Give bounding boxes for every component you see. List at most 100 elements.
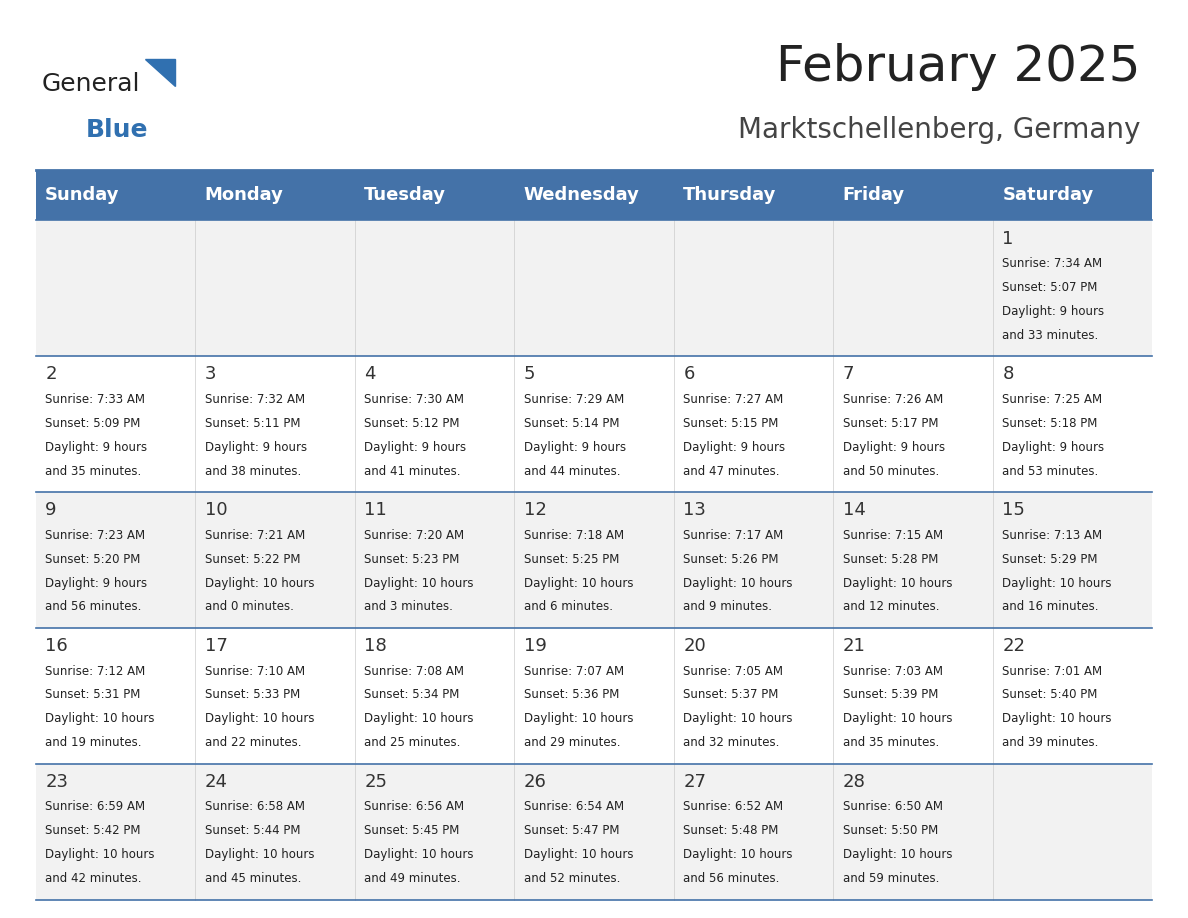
- Text: General: General: [42, 73, 140, 96]
- Text: Thursday: Thursday: [683, 186, 777, 204]
- Text: 5: 5: [524, 365, 536, 384]
- Text: Daylight: 10 hours: Daylight: 10 hours: [1003, 712, 1112, 725]
- Text: Sunrise: 7:05 AM: Sunrise: 7:05 AM: [683, 665, 783, 677]
- Text: and 39 minutes.: and 39 minutes.: [1003, 736, 1099, 749]
- Text: Daylight: 9 hours: Daylight: 9 hours: [204, 441, 307, 453]
- Text: 12: 12: [524, 501, 546, 520]
- Text: Sunset: 5:39 PM: Sunset: 5:39 PM: [842, 688, 939, 701]
- FancyBboxPatch shape: [36, 356, 1152, 492]
- Text: Sunset: 5:23 PM: Sunset: 5:23 PM: [365, 553, 460, 565]
- Text: Sunset: 5:33 PM: Sunset: 5:33 PM: [204, 688, 299, 701]
- Text: Daylight: 9 hours: Daylight: 9 hours: [1003, 441, 1105, 453]
- Text: and 41 minutes.: and 41 minutes.: [365, 465, 461, 477]
- Text: 25: 25: [365, 773, 387, 791]
- Text: Daylight: 10 hours: Daylight: 10 hours: [365, 848, 474, 861]
- Text: Sunrise: 7:21 AM: Sunrise: 7:21 AM: [204, 529, 305, 542]
- Text: Sunset: 5:26 PM: Sunset: 5:26 PM: [683, 553, 779, 565]
- Text: Sunset: 5:20 PM: Sunset: 5:20 PM: [45, 553, 140, 565]
- Text: 11: 11: [365, 501, 387, 520]
- Text: and 22 minutes.: and 22 minutes.: [204, 736, 302, 749]
- Text: 22: 22: [1003, 637, 1025, 655]
- Text: Sunrise: 7:32 AM: Sunrise: 7:32 AM: [204, 393, 305, 406]
- Text: 21: 21: [842, 637, 866, 655]
- Text: 18: 18: [365, 637, 387, 655]
- Text: Daylight: 9 hours: Daylight: 9 hours: [365, 441, 467, 453]
- Text: Sunset: 5:17 PM: Sunset: 5:17 PM: [842, 417, 939, 430]
- Text: 6: 6: [683, 365, 695, 384]
- Text: Sunset: 5:37 PM: Sunset: 5:37 PM: [683, 688, 778, 701]
- Text: Daylight: 9 hours: Daylight: 9 hours: [45, 441, 147, 453]
- Text: and 25 minutes.: and 25 minutes.: [365, 736, 461, 749]
- Text: and 50 minutes.: and 50 minutes.: [842, 465, 939, 477]
- Text: Sunrise: 7:17 AM: Sunrise: 7:17 AM: [683, 529, 784, 542]
- Text: and 56 minutes.: and 56 minutes.: [45, 600, 141, 613]
- Text: Daylight: 10 hours: Daylight: 10 hours: [45, 848, 154, 861]
- Text: Daylight: 10 hours: Daylight: 10 hours: [842, 712, 953, 725]
- Text: and 3 minutes.: and 3 minutes.: [365, 600, 453, 613]
- Text: 16: 16: [45, 637, 68, 655]
- Text: Sunset: 5:40 PM: Sunset: 5:40 PM: [1003, 688, 1098, 701]
- Text: Daylight: 10 hours: Daylight: 10 hours: [365, 712, 474, 725]
- Text: Sunrise: 6:56 AM: Sunrise: 6:56 AM: [365, 800, 465, 813]
- Text: Daylight: 10 hours: Daylight: 10 hours: [1003, 577, 1112, 589]
- Text: February 2025: February 2025: [776, 43, 1140, 92]
- Text: 19: 19: [524, 637, 546, 655]
- Polygon shape: [145, 59, 175, 86]
- Text: and 6 minutes.: and 6 minutes.: [524, 600, 613, 613]
- Text: and 9 minutes.: and 9 minutes.: [683, 600, 772, 613]
- Text: Sunrise: 7:10 AM: Sunrise: 7:10 AM: [204, 665, 305, 677]
- Text: Daylight: 10 hours: Daylight: 10 hours: [683, 712, 792, 725]
- Text: 27: 27: [683, 773, 707, 791]
- Text: and 47 minutes.: and 47 minutes.: [683, 465, 779, 477]
- Text: and 29 minutes.: and 29 minutes.: [524, 736, 620, 749]
- Text: 24: 24: [204, 773, 228, 791]
- Text: Sunrise: 7:12 AM: Sunrise: 7:12 AM: [45, 665, 145, 677]
- Text: Sunset: 5:12 PM: Sunset: 5:12 PM: [365, 417, 460, 430]
- Text: 28: 28: [842, 773, 866, 791]
- Text: Sunset: 5:25 PM: Sunset: 5:25 PM: [524, 553, 619, 565]
- Text: Daylight: 10 hours: Daylight: 10 hours: [524, 848, 633, 861]
- Text: Sunrise: 6:50 AM: Sunrise: 6:50 AM: [842, 800, 943, 813]
- Text: Sunset: 5:44 PM: Sunset: 5:44 PM: [204, 824, 301, 837]
- Text: and 44 minutes.: and 44 minutes.: [524, 465, 620, 477]
- Text: 13: 13: [683, 501, 706, 520]
- Text: Sunrise: 7:03 AM: Sunrise: 7:03 AM: [842, 665, 943, 677]
- Text: Sunrise: 7:33 AM: Sunrise: 7:33 AM: [45, 393, 145, 406]
- Text: Sunrise: 7:08 AM: Sunrise: 7:08 AM: [365, 665, 465, 677]
- Text: and 59 minutes.: and 59 minutes.: [842, 872, 940, 885]
- Text: and 35 minutes.: and 35 minutes.: [842, 736, 939, 749]
- Text: Sunrise: 6:54 AM: Sunrise: 6:54 AM: [524, 800, 624, 813]
- Text: Sunrise: 7:20 AM: Sunrise: 7:20 AM: [365, 529, 465, 542]
- Text: Marktschellenberg, Germany: Marktschellenberg, Germany: [738, 116, 1140, 144]
- Text: Sunrise: 6:58 AM: Sunrise: 6:58 AM: [204, 800, 304, 813]
- Text: Sunset: 5:50 PM: Sunset: 5:50 PM: [842, 824, 939, 837]
- Text: Monday: Monday: [204, 186, 284, 204]
- Text: Daylight: 9 hours: Daylight: 9 hours: [1003, 305, 1105, 318]
- Text: Sunset: 5:07 PM: Sunset: 5:07 PM: [1003, 281, 1098, 294]
- FancyBboxPatch shape: [36, 628, 1152, 764]
- Text: Sunset: 5:45 PM: Sunset: 5:45 PM: [365, 824, 460, 837]
- Text: Daylight: 9 hours: Daylight: 9 hours: [45, 577, 147, 589]
- Text: and 45 minutes.: and 45 minutes.: [204, 872, 301, 885]
- Text: 8: 8: [1003, 365, 1013, 384]
- Text: Sunrise: 7:25 AM: Sunrise: 7:25 AM: [1003, 393, 1102, 406]
- Text: Sunrise: 7:15 AM: Sunrise: 7:15 AM: [842, 529, 943, 542]
- Text: 15: 15: [1003, 501, 1025, 520]
- Text: and 52 minutes.: and 52 minutes.: [524, 872, 620, 885]
- Text: Sunset: 5:34 PM: Sunset: 5:34 PM: [365, 688, 460, 701]
- Text: Daylight: 10 hours: Daylight: 10 hours: [524, 577, 633, 589]
- Text: Sunset: 5:14 PM: Sunset: 5:14 PM: [524, 417, 619, 430]
- Text: and 49 minutes.: and 49 minutes.: [365, 872, 461, 885]
- Text: 3: 3: [204, 365, 216, 384]
- Text: Sunset: 5:09 PM: Sunset: 5:09 PM: [45, 417, 140, 430]
- Text: Sunset: 5:48 PM: Sunset: 5:48 PM: [683, 824, 778, 837]
- Text: Sunday: Sunday: [45, 186, 120, 204]
- Text: and 38 minutes.: and 38 minutes.: [204, 465, 301, 477]
- Text: Sunset: 5:31 PM: Sunset: 5:31 PM: [45, 688, 140, 701]
- Text: Sunset: 5:15 PM: Sunset: 5:15 PM: [683, 417, 778, 430]
- Text: Daylight: 9 hours: Daylight: 9 hours: [683, 441, 785, 453]
- Text: and 32 minutes.: and 32 minutes.: [683, 736, 779, 749]
- Text: 1: 1: [1003, 230, 1013, 248]
- Text: 20: 20: [683, 637, 706, 655]
- Text: Wednesday: Wednesday: [524, 186, 639, 204]
